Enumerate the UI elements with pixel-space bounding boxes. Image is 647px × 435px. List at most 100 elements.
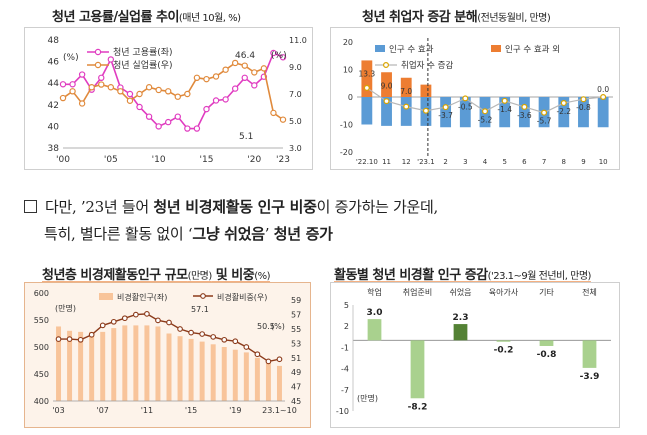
chart2-total-point (442, 104, 449, 111)
chart3-bar (56, 326, 62, 401)
chart2-total-point (580, 96, 587, 103)
chart4-bar (539, 340, 554, 346)
chart2-bar-other (361, 60, 373, 97)
chart3-yright-tick: 49 (291, 368, 301, 377)
chart3-bar (221, 347, 227, 401)
chart2-svg: 20 10 0 -10 -20 13.3 9.0 7.0 -3.7 -0.5 -5.2 -1.4 -3.… (340, 38, 613, 166)
chart2-title: 청년 취업자 증감 분해(전년동월비, 만명) (362, 6, 551, 25)
chart1-xtick: '10 (152, 155, 166, 165)
chart1-point (59, 81, 67, 88)
chart1-title: 청년 고용률/실업률 추이(매년 10월, %) (52, 6, 241, 25)
chart4-value-label: -8.2 (408, 402, 428, 412)
chart3-bar (67, 330, 73, 401)
para-text-1: 다만, ’23년 들어 (45, 198, 154, 216)
chart4-unit: (만명) (357, 393, 378, 403)
chart4-ytick: -10 (336, 407, 349, 416)
chart2-total-point (541, 109, 548, 116)
chart3-yright-tick: 47 (291, 383, 301, 392)
chart4-category-label: 전체 (582, 287, 597, 297)
chart1-svg: 38 40 42 44 46 48 3.0 5.0 7.0 9.0 11.0 '00 '05 '10 '15… (48, 36, 307, 165)
chart4-value-label: 2.3 (453, 313, 469, 323)
chart1-point (69, 81, 76, 88)
chart1-yright-tick: 7.0 (289, 90, 302, 99)
chart1-point (136, 103, 143, 111)
chart4-title-text: 활동별 청년 비경활 인구 증감 (334, 268, 488, 283)
chart3-yleft-tick: 400 (34, 397, 49, 406)
chart2-xtick: 4 (483, 158, 488, 166)
chart1-point (231, 59, 239, 67)
chart2-ytick: -10 (340, 121, 353, 130)
chart2-legend-label-other: 인구 수 효과 외 (505, 44, 560, 55)
chart2-total-point (521, 103, 528, 110)
chart2-value-label: -5.2 (478, 115, 493, 124)
chart4-title: 활동별 청년 비경활 인구 증감('23.1~9월 전년비, 만명) (334, 264, 591, 283)
chart3-yleft-tick: 450 (34, 370, 49, 379)
chart1-point (222, 66, 229, 73)
chart4-ytick: -4 (341, 365, 349, 374)
chart2-xtick: '22.10 (356, 158, 378, 166)
chart1-point (88, 84, 95, 91)
chart4-category-label: 기타 (539, 288, 554, 297)
chart4-ytick: -7 (341, 386, 349, 395)
chart1-point (270, 109, 277, 117)
chart3-yleft-tick: 500 (34, 343, 49, 352)
chart3-legend-label-bar: 비경활인구(좌) (117, 292, 167, 302)
chart2-value-label: 7.0 (400, 87, 412, 96)
chart1-annotation: 5.1 (239, 132, 253, 142)
chart2-bar-pop (440, 97, 452, 128)
chart3-legend-label-line: 비경활비중(우) (217, 292, 267, 302)
chart3-yright-tick: 53 (291, 339, 301, 348)
chart2-bar-pop (597, 97, 609, 128)
chart1-point (203, 75, 210, 83)
chart2-ytick: 20 (343, 38, 353, 47)
chart2-title-text: 청년 취업자 증감 분해 (362, 10, 478, 25)
chart1-yright-tick: 9.0 (289, 63, 302, 72)
chart3-share-point (155, 317, 161, 324)
chart3-annotation: 50.5 (257, 322, 275, 331)
chart1-point (155, 123, 162, 130)
chart1-point (165, 118, 172, 126)
chart2-legend-label-pop: 인구 수 효과 (389, 44, 434, 55)
chart4-svg: 5 2 -1 -4 -7 -10 3.0 -8.2 2.3 -0.2 -0.8 -3.9 학업 취업준비 쉬… (336, 287, 611, 416)
chart2-value-label: -5.7 (537, 117, 552, 126)
chart4-category-label: 쉬었음 (449, 287, 471, 297)
chart2-xtick: 5 (502, 158, 506, 166)
chart3-share-point (55, 336, 62, 342)
chart2-bar-pop (499, 97, 511, 128)
chart1-unit-left: (%) (63, 53, 79, 63)
chart1-point (78, 71, 86, 78)
para-text-2: 이 증가하는 가운데, (316, 198, 439, 216)
chart2-xtick: 8 (562, 158, 566, 166)
chart2-value-label: -0.5 (458, 102, 473, 111)
chart3-unit-left: (만명) (55, 303, 76, 313)
chart3-bar (111, 328, 117, 401)
chart1-point (98, 81, 105, 88)
chart3-bar (276, 365, 282, 401)
chart2-value-label: -3.7 (438, 111, 453, 120)
chart2-bar-pop (400, 97, 412, 126)
chart3-bar (232, 349, 238, 401)
chart1-xtick: '23 (276, 155, 290, 165)
chart2-xtick: 3 (463, 158, 467, 166)
chart3-share-point (121, 315, 128, 322)
chart2-value-label: 13.3 (358, 69, 375, 78)
chart3-title-d: (%) (254, 271, 271, 282)
chart1-point (165, 88, 172, 95)
chart2-ytick: 10 (343, 66, 353, 75)
chart4-bar (410, 340, 425, 399)
chart2-bar-pop (459, 97, 471, 128)
chart1-point (270, 49, 277, 57)
chart1-point (193, 125, 201, 132)
chart3-yleft-tick: 600 (34, 289, 49, 298)
chart3-share-point (166, 319, 172, 326)
chart1-legend-marker (94, 61, 102, 69)
chart2-value-label: 9.0 (381, 81, 393, 90)
chart2-value-label: -1.4 (497, 105, 512, 114)
chart3-xtick: '03 (52, 406, 64, 415)
chart2-value-label: 0.0 (597, 85, 609, 94)
chart2-xtick: 10 (599, 158, 608, 166)
chart2-bar-pop (381, 97, 392, 126)
chart3-bar (78, 331, 84, 401)
chart1-point (117, 88, 124, 95)
para-text-4: ’ (264, 225, 274, 243)
